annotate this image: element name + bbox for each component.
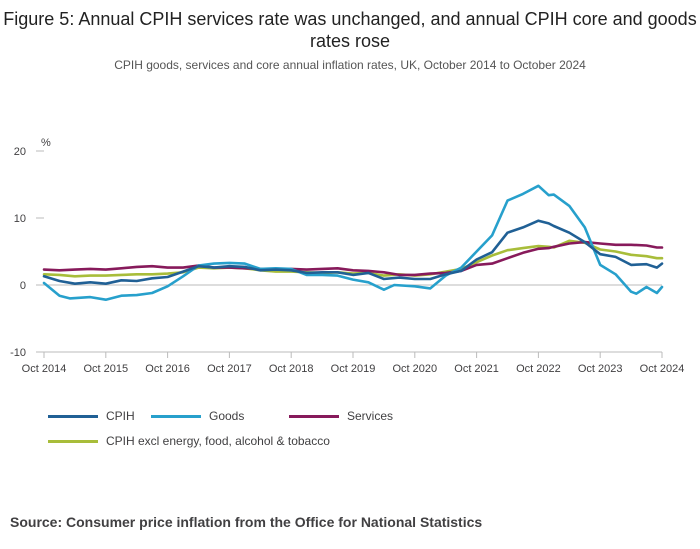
x-tick-label: Oct 2018 (269, 363, 314, 375)
chart-title: Figure 5: Annual CPIH services rate was … (3, 9, 697, 51)
legend-label-core: CPIH excl energy, food, alcohol & tobacc… (106, 434, 330, 448)
x-tick-label: Oct 2023 (578, 363, 623, 375)
legend-item-core[interactable]: CPIH excl energy, food, alcohol & tobacc… (48, 431, 330, 451)
series-line-goods[interactable] (42, 184, 664, 301)
legend-swatch-core (48, 439, 98, 443)
series-line-cpih[interactable] (42, 219, 664, 285)
chart-subtitle: CPIH goods, services and core annual inf… (114, 58, 586, 72)
y-tick-label: -10 (10, 347, 26, 359)
chart-lines (42, 184, 664, 301)
legend-swatch-cpih (48, 414, 98, 418)
y-tick-label: 20 (14, 146, 26, 158)
y-tick-label: 10 (14, 213, 26, 225)
legend-item-cpih[interactable]: CPIH (48, 406, 135, 426)
x-tick-label: Oct 2015 (83, 363, 128, 375)
legend-label-services: Services (347, 409, 394, 423)
legend-label-cpih: CPIH (106, 409, 135, 423)
legend-swatch-services (289, 414, 339, 418)
legend-item-goods[interactable]: Goods (151, 406, 244, 426)
x-tick-label: Oct 2016 (145, 363, 190, 375)
series-line-services[interactable] (42, 240, 664, 277)
x-tick-label: Oct 2017 (207, 363, 252, 375)
x-tick-label: Oct 2019 (331, 363, 376, 375)
legend-item-services[interactable]: Services (289, 406, 393, 426)
chart-axes: -10 0 10 20 Oct 2014 Oct 2015 Oct 2016 Oct 2017… (10, 146, 684, 375)
x-tick-label: Oct 2021 (454, 363, 499, 375)
y-tick-label: 0 (20, 280, 26, 292)
x-tick-label: Oct 2022 (516, 363, 561, 375)
x-tick-label: Oct 2020 (392, 363, 437, 375)
y-axis-unit: % (41, 137, 51, 149)
legend-label-goods: Goods (209, 409, 245, 423)
chart-source: Source: Consumer price inflation from th… (10, 514, 483, 530)
x-tick-label: Oct 2024 (640, 363, 685, 375)
legend-swatch-goods (151, 414, 201, 418)
x-tick-label: Oct 2014 (22, 363, 67, 375)
